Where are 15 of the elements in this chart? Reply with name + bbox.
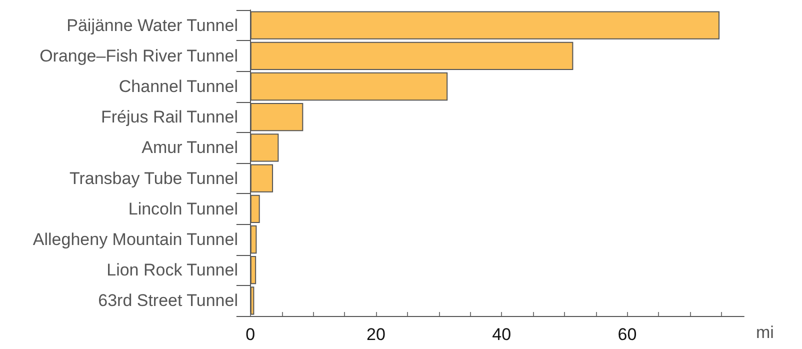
y-tick-label: Päijänne Water Tunnel bbox=[66, 16, 238, 35]
y-tick-label: 63rd Street Tunnel bbox=[98, 291, 238, 310]
y-tick-label: Orange–Fish River Tunnel bbox=[40, 46, 238, 66]
x-tick-label: 20 bbox=[366, 325, 386, 344]
y-tick-label: Transbay Tube Tunnel bbox=[69, 168, 238, 188]
x-axis-title: mi bbox=[756, 323, 774, 342]
x-tick-label: 60 bbox=[618, 325, 637, 344]
x-tick-label: 40 bbox=[492, 325, 512, 344]
x-tick-label: 0 bbox=[246, 325, 256, 344]
y-tick-label: Allegheny Mountain Tunnel bbox=[32, 230, 238, 249]
y-tick-label: Lincoln Tunnel bbox=[128, 199, 238, 218]
y-tick-label: Amur Tunnel bbox=[142, 138, 238, 158]
y-tick-label: Lion Rock Tunnel bbox=[106, 260, 238, 280]
y-tick-label: Fréjus Rail Tunnel bbox=[100, 108, 238, 127]
y-tick-label: Channel Tunnel bbox=[118, 77, 238, 96]
